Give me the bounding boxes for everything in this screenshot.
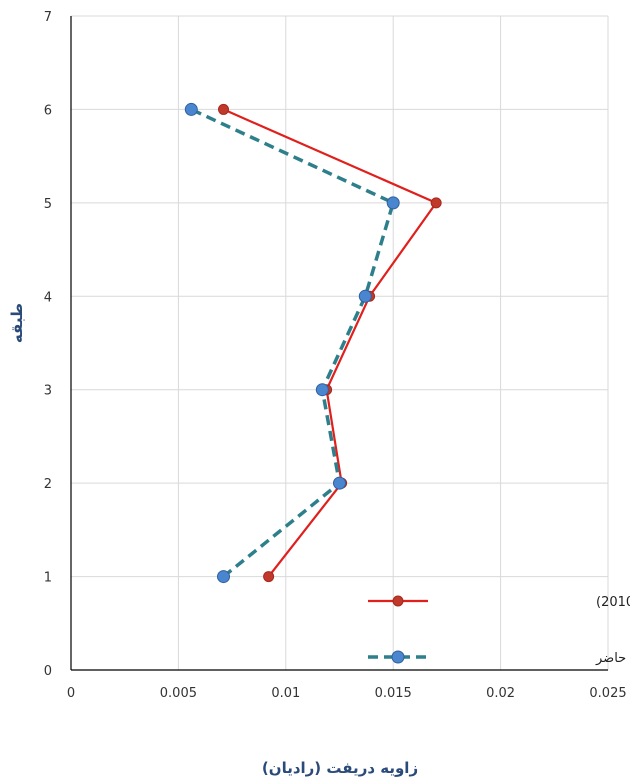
grid-lines [71, 15, 609, 670]
series-2-point [315, 383, 329, 397]
x-tick-labels: 0 0.005 0.01 0.015 0.02 0.025 [67, 686, 627, 701]
x-tick-label: 0 [67, 686, 75, 701]
x-tick-label: 0.015 [375, 686, 412, 701]
x-tick-label: 0.025 [589, 686, 626, 701]
y-tick-label: 2 [44, 477, 52, 492]
y-tick-label: 1 [44, 571, 52, 586]
legend-label-1: مطالعه پریز(2010) [596, 595, 630, 610]
legend: مطالعه پریز(2010) صحت سنجی تحقیق حاضر [368, 595, 630, 666]
series-2-point [217, 570, 231, 584]
x-tick-label: 0.005 [160, 686, 197, 701]
series-line-2 [190, 107, 395, 578]
series-1-point [430, 197, 442, 209]
series-2-point [333, 476, 346, 490]
y-axis-label: طبقه [8, 303, 26, 343]
legend-swatch-marker-1 [392, 595, 404, 607]
y-tick-label: 7 [44, 10, 52, 25]
series-2-point [386, 196, 400, 210]
y-tick-label: 3 [44, 384, 52, 399]
legend-label-2: صحت سنجی تحقیق حاضر [595, 651, 630, 666]
axes [70, 16, 608, 671]
series-line-1 [223, 108, 438, 578]
x-tick-label: 0.02 [486, 686, 515, 701]
series-group [184, 102, 442, 584]
y-tick-labels: 0 1 2 3 4 5 6 7 [44, 10, 52, 679]
x-tick-label: 0.01 [271, 686, 300, 701]
x-axis-label: زاویه دریفت (رادیان) [262, 759, 418, 777]
legend-swatch-marker-2 [391, 650, 405, 664]
series-2-point [358, 289, 372, 303]
y-tick-label: 4 [44, 290, 52, 305]
y-tick-label: 0 [44, 664, 52, 679]
series-2-point [184, 102, 198, 116]
y-tick-label: 5 [44, 197, 52, 212]
series-1-point [263, 571, 275, 583]
series-1-point [218, 103, 230, 115]
y-tick-label: 6 [44, 103, 52, 118]
